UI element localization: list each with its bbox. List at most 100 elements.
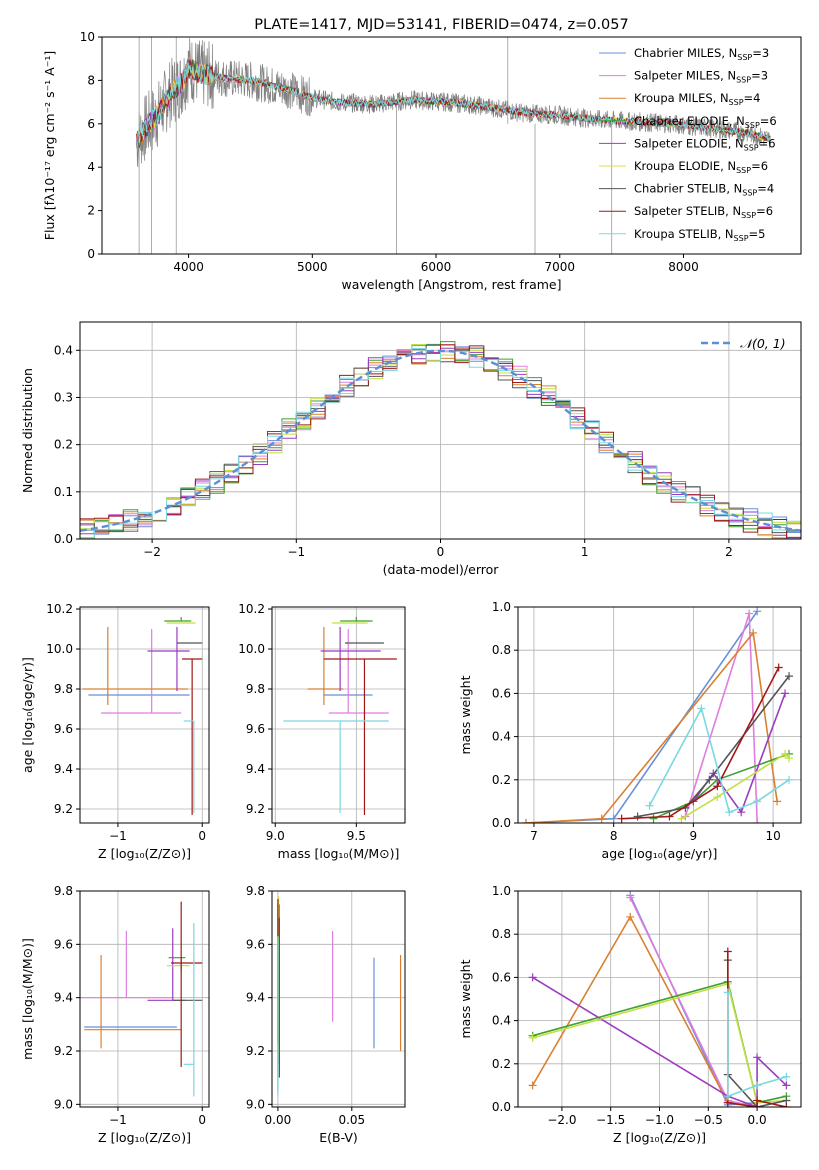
legend: Chabrier MILES, NSSP=3 Salpeter MILES, NS… bbox=[599, 46, 777, 243]
x-tick-label: −1.5 bbox=[596, 1113, 625, 1127]
weight-marker bbox=[617, 814, 626, 823]
weight-marker bbox=[753, 1096, 762, 1105]
y-tick-label: 0.8 bbox=[492, 927, 511, 941]
weight-marker bbox=[705, 775, 714, 784]
weight-marker bbox=[773, 797, 782, 806]
x-tick-label: 0.05 bbox=[338, 1113, 365, 1127]
legend-entry: Chabrier MILES, NSSP=3 bbox=[634, 46, 769, 62]
legend-entry: Kroupa MILES, NSSP=4 bbox=[634, 91, 760, 107]
weight-marker bbox=[781, 749, 790, 758]
weight-marker bbox=[645, 801, 654, 810]
y-tick-label: 10 bbox=[80, 30, 95, 44]
x-tick-label: 10 bbox=[765, 829, 780, 843]
weight-marker bbox=[785, 672, 794, 681]
x-tick-label: 2 bbox=[725, 545, 733, 559]
weight-series-0 bbox=[525, 610, 758, 823]
y-tick-label: 9.2 bbox=[54, 802, 73, 816]
y-tick-label: 1.0 bbox=[492, 884, 511, 898]
legend-entry: Kroupa ELODIE, NSSP=6 bbox=[634, 159, 768, 175]
axes-frame bbox=[271, 890, 406, 1108]
weight-series-4 bbox=[532, 976, 787, 1107]
grid bbox=[272, 890, 405, 1107]
plot-area bbox=[283, 617, 397, 815]
weight-marker bbox=[723, 947, 732, 956]
y-tick-label: 9.8 bbox=[246, 682, 265, 696]
y-tick-label: 0.4 bbox=[492, 1014, 511, 1028]
grid bbox=[272, 607, 405, 823]
legend-entry: Kroupa STELIB, NSSP=5 bbox=[634, 227, 765, 243]
y-tick-label: 9.8 bbox=[54, 884, 73, 898]
weight-marker bbox=[753, 1081, 762, 1090]
y-axis-label: age [log₁₀(age/yr)] bbox=[20, 657, 35, 773]
x-tick-label: 0.00 bbox=[265, 1113, 292, 1127]
plot-area bbox=[528, 891, 791, 1107]
panel-residuals: −2 −1 0 1 2 0.0 0.1 0.2 0.3 0.4 (data-model)/error… bbox=[20, 321, 802, 577]
weight-marker bbox=[528, 1033, 537, 1042]
x-tick-label: 9.5 bbox=[347, 829, 366, 843]
weight-marker bbox=[749, 628, 758, 637]
plot-area bbox=[80, 341, 801, 539]
x-tick-label: −2.0 bbox=[547, 1113, 576, 1127]
y-tick-label: 0.1 bbox=[54, 485, 73, 499]
weight-marker bbox=[723, 1092, 732, 1101]
residual-histogram-8 bbox=[80, 348, 801, 538]
weight-series-2 bbox=[531, 915, 758, 1107]
y-axis-label: mass [log₁₀(M/M⊙)] bbox=[20, 938, 35, 1060]
legend-entry: Salpeter ELODIE, NSSP=6 bbox=[634, 136, 776, 152]
axes-frame bbox=[79, 606, 210, 824]
x-tick-label: 0 bbox=[198, 1113, 206, 1127]
x-tick-label: 0.0 bbox=[748, 1113, 767, 1127]
panel-age_vs_mass: 9.0 9.5 9.2 9.4 9.6 9.8 10.0 10.2 mass [log₁₀(M/… bbox=[238, 602, 406, 861]
y-axis-label: Normed distribution bbox=[20, 368, 35, 493]
weight-marker bbox=[782, 1072, 791, 1081]
weight-marker bbox=[753, 797, 762, 806]
y-tick-label: 9.4 bbox=[246, 762, 265, 776]
weight-marker bbox=[737, 808, 746, 817]
weight-series-5 bbox=[680, 752, 790, 820]
y-axis-label: Flux [fλ10⁻¹⁷ erg cm⁻² s⁻¹ A⁻¹] bbox=[42, 51, 57, 240]
weight-marker bbox=[785, 754, 794, 763]
y-tick-label: 9.2 bbox=[246, 1044, 265, 1058]
y-tick-label: 0 bbox=[87, 247, 95, 261]
y-tick-label: 9.8 bbox=[54, 682, 73, 696]
x-tick-label: 9 bbox=[690, 829, 698, 843]
x-tick-label: −1 bbox=[109, 1113, 127, 1127]
weight-series-7 bbox=[621, 667, 780, 820]
plot-area bbox=[136, 37, 771, 254]
x-tick-label: 0 bbox=[198, 829, 206, 843]
y-tick-label: 9.2 bbox=[54, 1044, 73, 1058]
axes-frame bbox=[271, 606, 406, 824]
x-axis-label: Z [log₁₀(Z/Z⊙)] bbox=[98, 846, 191, 861]
y-tick-label: 9.6 bbox=[54, 722, 73, 736]
model-spectrum-6 bbox=[136, 59, 771, 149]
plot-area bbox=[521, 607, 794, 823]
y-axis-label: mass weight bbox=[458, 675, 473, 754]
model-spectrum-5 bbox=[136, 63, 771, 143]
panel-mass_vs_ebv: 0.00 0.05 9.0 9.2 9.4 9.6 9.8 E(B-V) bbox=[246, 884, 406, 1145]
y-tick-label: 4 bbox=[87, 160, 95, 174]
weight-marker bbox=[713, 782, 722, 791]
weight-series-2 bbox=[525, 630, 778, 823]
weight-marker bbox=[725, 808, 734, 817]
panel-weight_vs_age: 7 8 9 10 0.0 0.2 0.4 0.6 0.8 1.0 age [log₁₀(age/yr… bbox=[458, 600, 802, 861]
legend-entry: Salpeter STELIB, NSSP=6 bbox=[634, 204, 773, 220]
y-tick-label: 10.0 bbox=[238, 642, 265, 656]
weight-marker bbox=[782, 1081, 791, 1090]
x-axis-label: (data-model)/error bbox=[383, 562, 500, 577]
x-axis-label: wavelength [Angstrom, rest frame] bbox=[341, 277, 561, 292]
y-tick-label: 0.0 bbox=[492, 1100, 511, 1114]
y-tick-label: 0.4 bbox=[54, 343, 73, 357]
normal-reference-curve bbox=[80, 349, 801, 532]
y-tick-label: 6 bbox=[87, 117, 95, 131]
weight-marker bbox=[745, 609, 754, 618]
x-tick-label: −1 bbox=[287, 545, 305, 559]
y-tick-label: 9.6 bbox=[246, 722, 265, 736]
y-tick-label: 0.6 bbox=[492, 686, 511, 700]
x-tick-label: 9.0 bbox=[266, 829, 285, 843]
y-tick-label: 9.2 bbox=[246, 802, 265, 816]
grid bbox=[80, 607, 209, 823]
y-tick-label: 0.3 bbox=[54, 390, 73, 404]
x-axis-label: Z [log₁₀(Z/Z⊙)] bbox=[613, 1130, 706, 1145]
y-tick-label: 10.0 bbox=[46, 642, 73, 656]
